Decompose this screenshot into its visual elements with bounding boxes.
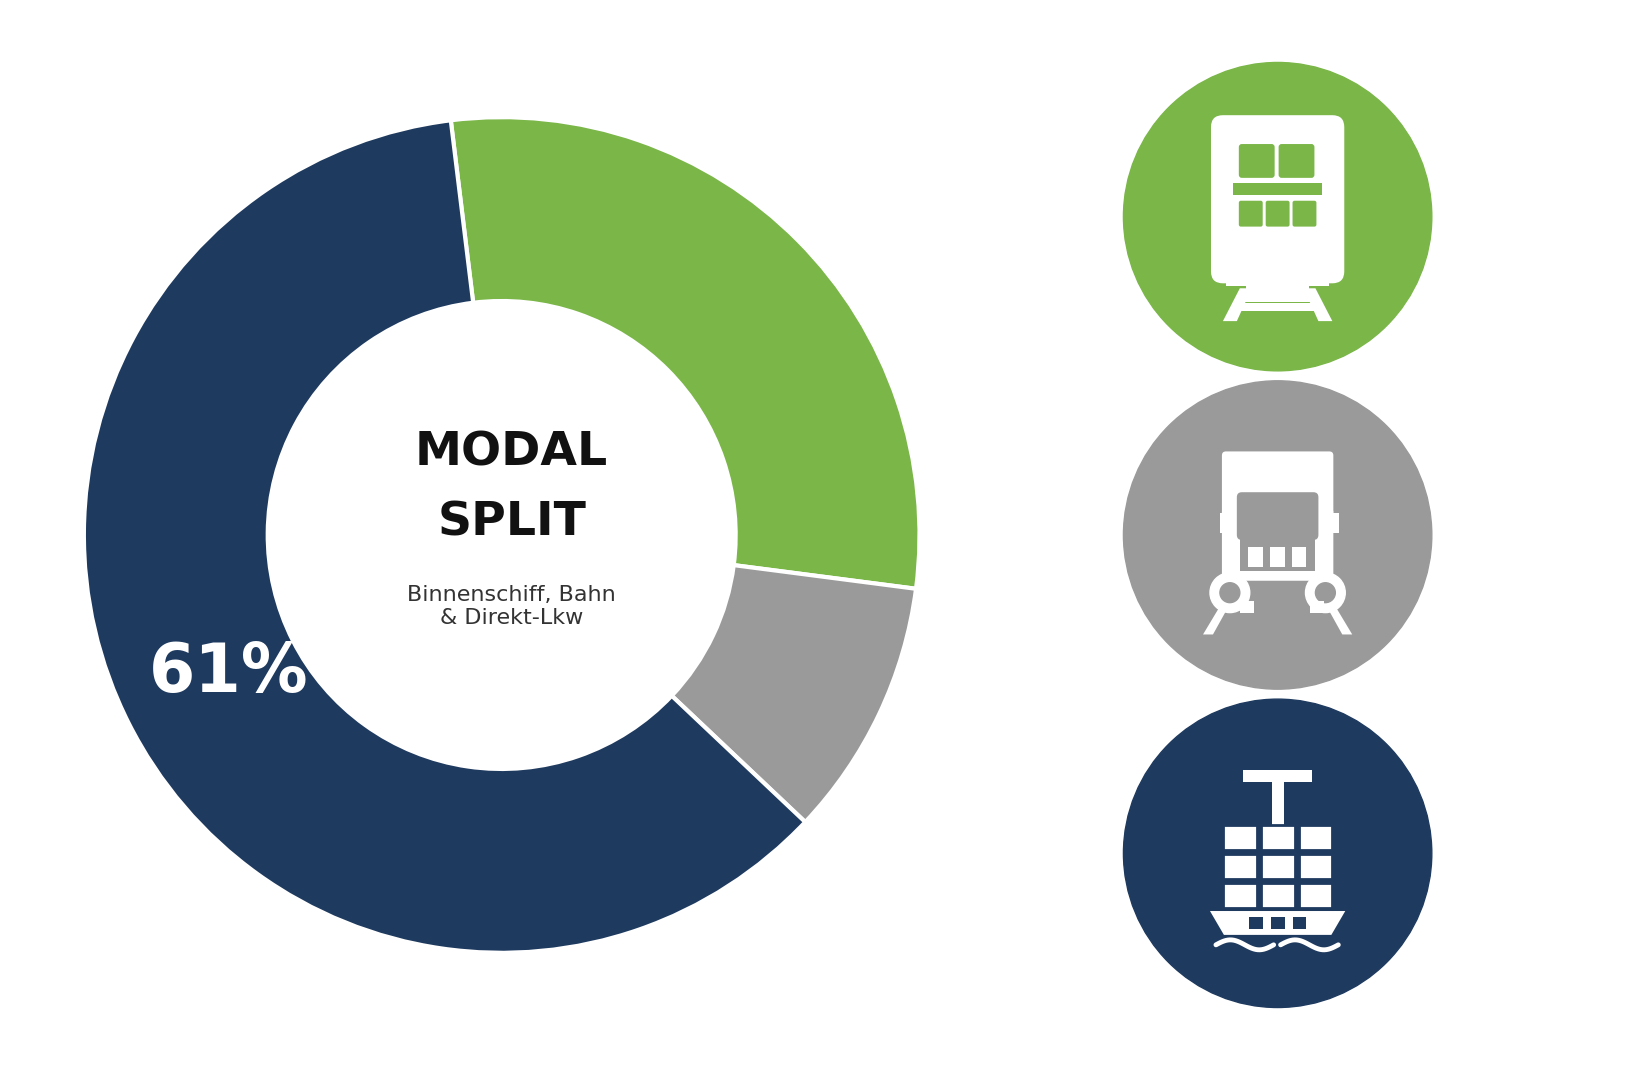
Bar	[1239, 539, 1315, 571]
Bar	[1299, 825, 1332, 850]
Bar	[1241, 295, 1315, 302]
FancyBboxPatch shape	[1238, 492, 1318, 540]
FancyBboxPatch shape	[1279, 144, 1315, 178]
Text: 10%: 10%	[878, 717, 970, 755]
Wedge shape	[672, 566, 916, 822]
Text: 61%: 61%	[148, 640, 309, 706]
Bar	[1223, 825, 1257, 850]
Bar	[1226, 268, 1330, 286]
Text: 29%: 29%	[784, 184, 883, 226]
Bar	[1246, 286, 1310, 294]
Polygon shape	[1317, 590, 1353, 635]
Text: SPLIT: SPLIT	[437, 501, 586, 545]
Bar	[1261, 854, 1295, 880]
Bar	[1223, 883, 1257, 908]
Text: Binnenschiff, Bahn
& Direkt-Lkw: Binnenschiff, Bahn & Direkt-Lkw	[408, 585, 615, 628]
Bar	[1310, 601, 1325, 612]
Bar	[1299, 854, 1332, 880]
Bar	[1299, 883, 1332, 908]
Circle shape	[1124, 699, 1432, 1007]
FancyBboxPatch shape	[1211, 115, 1345, 283]
Circle shape	[1315, 583, 1335, 603]
Bar	[1330, 513, 1340, 532]
FancyBboxPatch shape	[1239, 144, 1275, 178]
Bar	[1270, 917, 1285, 929]
Circle shape	[1124, 381, 1432, 689]
Bar	[1242, 770, 1312, 782]
Bar	[1261, 825, 1295, 850]
Circle shape	[1219, 583, 1239, 603]
Wedge shape	[84, 120, 805, 953]
Bar	[1292, 547, 1307, 567]
Wedge shape	[450, 117, 919, 589]
Bar	[1292, 917, 1307, 929]
Circle shape	[1124, 63, 1432, 371]
Circle shape	[1209, 573, 1249, 612]
FancyBboxPatch shape	[1266, 200, 1290, 227]
Bar	[1219, 513, 1229, 532]
FancyBboxPatch shape	[1223, 452, 1333, 521]
Circle shape	[272, 306, 731, 764]
Bar	[1236, 302, 1320, 311]
Bar	[1272, 780, 1284, 835]
Polygon shape	[1209, 911, 1345, 935]
Bar	[1247, 547, 1262, 567]
Polygon shape	[1203, 590, 1238, 635]
Bar	[1249, 917, 1262, 929]
FancyBboxPatch shape	[1223, 508, 1333, 580]
Text: MODAL: MODAL	[416, 431, 609, 476]
Polygon shape	[1223, 289, 1252, 322]
Bar	[1269, 547, 1285, 567]
Circle shape	[1305, 573, 1345, 612]
Bar	[1223, 854, 1257, 880]
Bar	[1233, 183, 1322, 195]
FancyBboxPatch shape	[1239, 200, 1262, 227]
Bar	[1239, 601, 1254, 612]
FancyBboxPatch shape	[1292, 200, 1317, 227]
Bar	[1261, 883, 1295, 908]
Polygon shape	[1304, 289, 1332, 322]
